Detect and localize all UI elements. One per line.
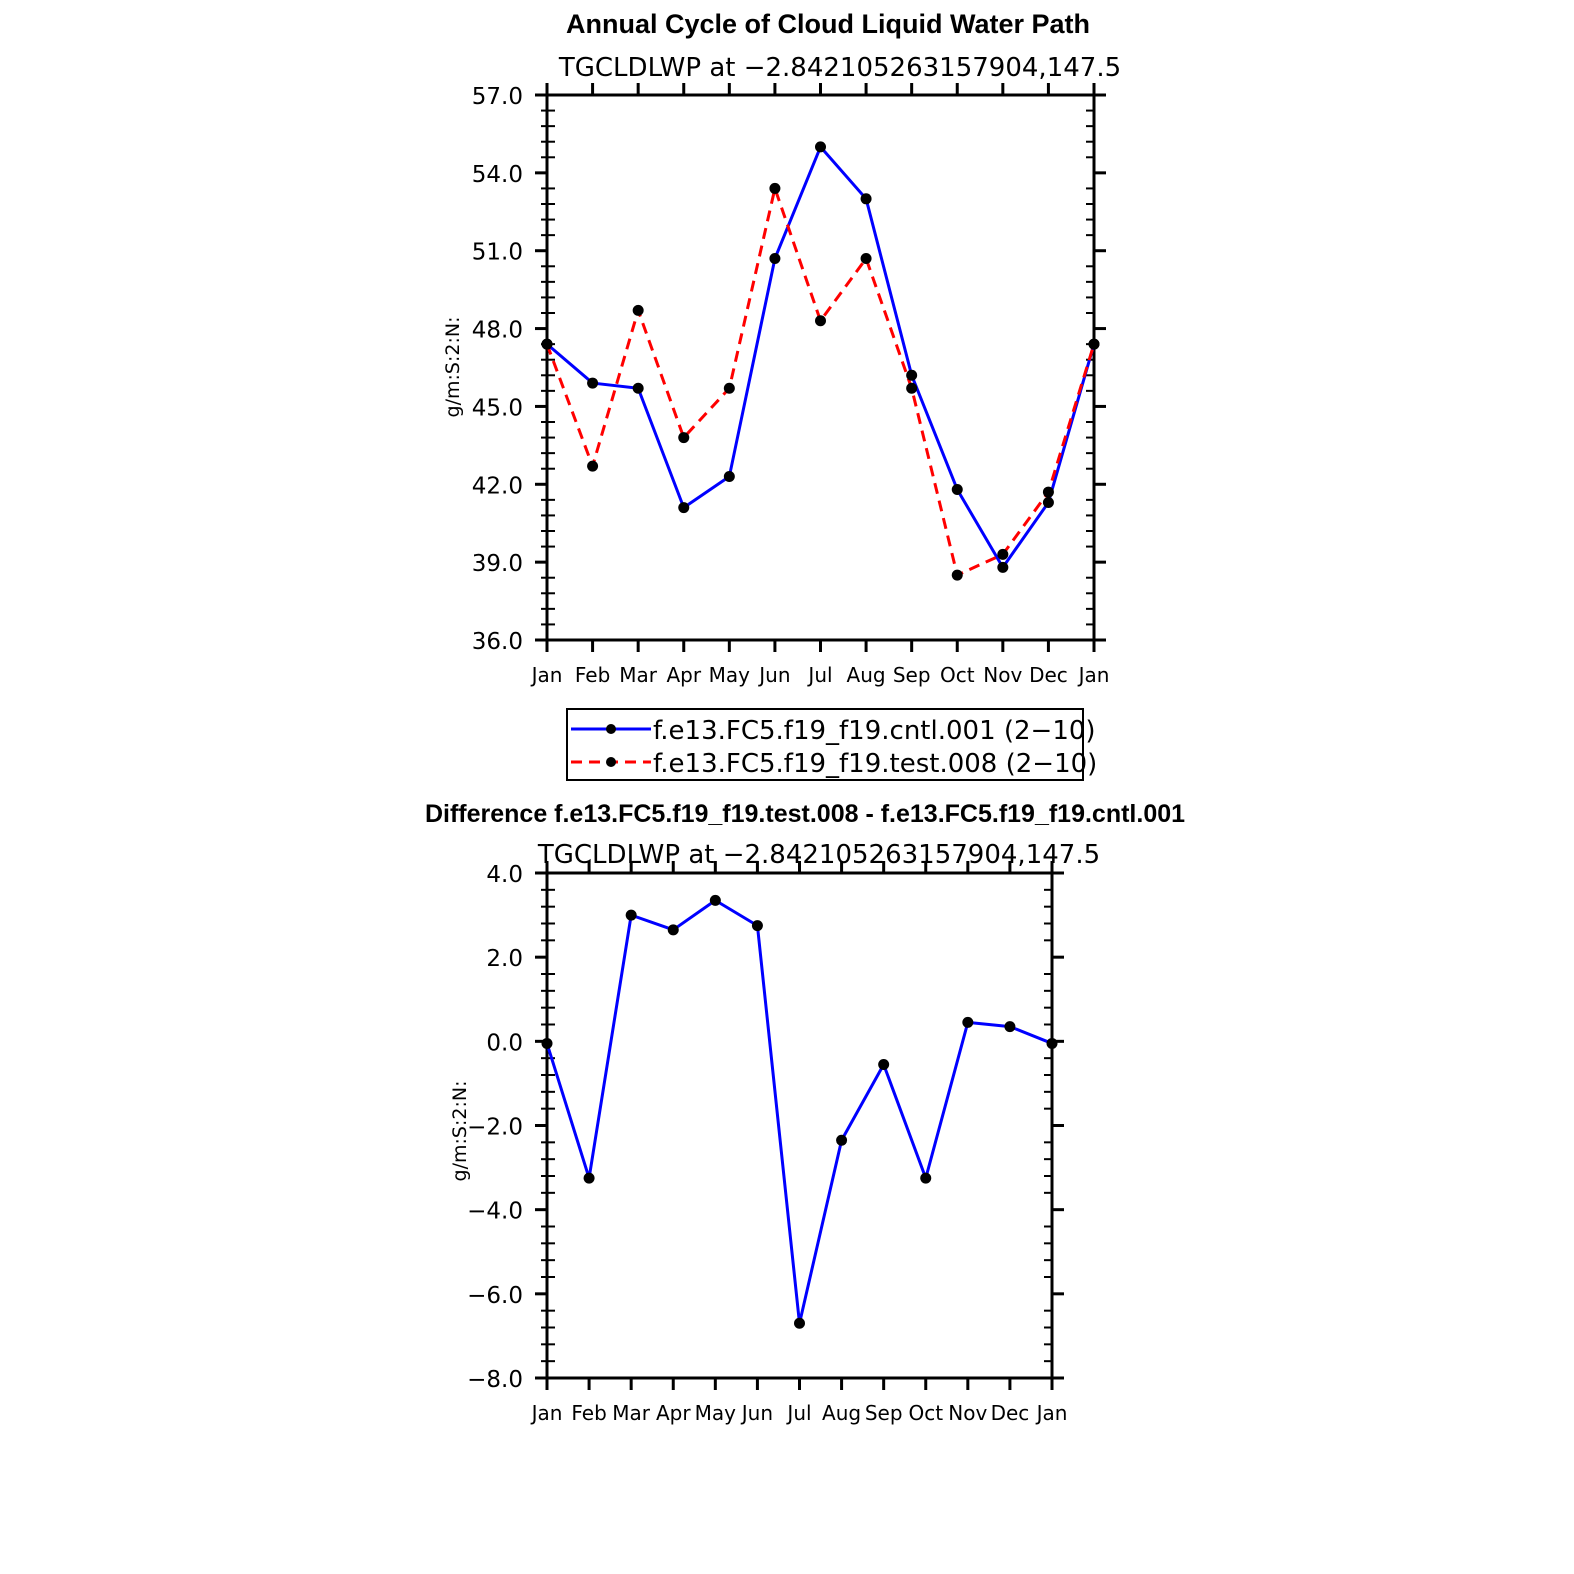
chart2-title: Difference f.e13.FC5.f19_f19.test.008 - … <box>425 800 1185 828</box>
chart1-series-2-point <box>1088 338 1100 350</box>
chart1-y-tick-label: 39.0 <box>472 551 523 577</box>
chart1-series-1-point <box>815 141 826 153</box>
chart2-series-1-point <box>667 924 679 936</box>
chart1-series-2-point <box>678 432 690 444</box>
chart1-series-2-point <box>906 382 918 394</box>
chart1-series-1-point <box>951 483 963 495</box>
chart2-series-1-line <box>545 898 1053 1325</box>
chart2-x-tick-label: Jan <box>530 1401 563 1425</box>
chart2-series-1-point <box>794 1317 805 1329</box>
chart2-x-tick-label: Nov <box>948 1401 987 1425</box>
chart2-x-tick-label: Jan <box>1035 1401 1068 1425</box>
chart1-series-2-line <box>545 186 1096 577</box>
chart2-series-1-point <box>709 894 721 906</box>
legend-label-test: f.e13.FC5.f19_f19.test.008 (2−10) <box>653 749 1097 779</box>
chart1-series-1-point <box>723 471 735 482</box>
chart1-y-tick-label: 45.0 <box>472 395 523 421</box>
chart2-x-tick-label: Aug <box>822 1401 861 1425</box>
chart2-y-tick-label: 2.0 <box>486 946 523 972</box>
chart2-x-tick-label: Dec <box>991 1401 1030 1425</box>
chart1-x-tick-label: Jul <box>806 663 832 687</box>
chart1-x-tick-label: Nov <box>983 663 1022 687</box>
chart1-series-1-point <box>906 369 918 381</box>
chart1-plot: Jan Feb Mar Apr May Jun Jul Aug Sep Oct Nov Dec Jan 3… <box>472 83 1110 687</box>
chart1-x-tick-label: Feb <box>575 663 610 687</box>
chart1-series-2-point <box>1042 486 1054 498</box>
chart2-x-tick-label: Mar <box>612 1401 651 1425</box>
chart1-series-2-point <box>769 182 781 194</box>
chart1-subtitle: TGCLDLWP at −2.842105263157904,147.5 <box>558 53 1121 83</box>
chart2-y-tick-label: −4.0 <box>467 1199 523 1225</box>
chart2-series-1-point <box>1046 1037 1058 1049</box>
chart1-x-tick-label: Oct <box>940 663 975 687</box>
chart2-y-tick-label: −2.0 <box>467 1115 523 1141</box>
chart1-title: Annual Cycle of Cloud Liquid Water Path <box>566 9 1090 39</box>
chart2-subtitle: TGCLDLWP at −2.842105263157904,147.5 <box>537 840 1100 870</box>
chart1-x-tick-label: Sep <box>893 663 931 687</box>
chart1-x-tick-label: Aug <box>847 663 886 687</box>
chart1-series-1-line <box>546 145 1096 569</box>
chart1-series-1-point <box>678 502 690 514</box>
chart2-y-tick-label: 0.0 <box>486 1030 523 1056</box>
chart1-series-2-point <box>997 548 1009 560</box>
chart1-series-2-point <box>632 304 644 316</box>
chart1-plot-frame <box>545 93 1096 642</box>
chart1-x-tick-label: Jan <box>1077 663 1110 687</box>
chart1-series-2-point <box>860 253 872 264</box>
chart1-y-tick-label: 36.0 <box>472 629 523 655</box>
chart2-y-tick-label: −6.0 <box>467 1283 523 1309</box>
legend-frame <box>566 708 1084 781</box>
chart1-series-2-point <box>723 382 735 394</box>
legend-marker-test <box>606 757 616 767</box>
chart1-series-2-point <box>951 569 963 581</box>
legend-label-control: f.e13.FC5.f19_f19.cntl.001 (2−10) <box>653 716 1096 746</box>
chart2-series-1-point <box>962 1016 974 1028</box>
chart2-x-tick-label: Jul <box>785 1401 811 1425</box>
chart2-y-axis-label: g/m:S:2:N: <box>449 1081 471 1182</box>
chart1-series-1-point <box>769 253 781 264</box>
chart2-series-1-point <box>751 920 763 932</box>
chart2-y-tick-label: −8.0 <box>467 1367 523 1393</box>
chart1-series-2-point <box>815 315 826 327</box>
chart1-y-tick-label: 51.0 <box>472 240 523 266</box>
chart1-x-tick-label: Mar <box>619 663 658 687</box>
chart1-series-1-point <box>632 382 644 394</box>
chart1-x-tick-label: Dec <box>1029 663 1068 687</box>
legend-marker-control <box>606 724 616 734</box>
chart2-series-1-point <box>625 909 637 921</box>
chart2-x-tick-label: Oct <box>908 1401 943 1425</box>
chart2-x-tick-label: Apr <box>656 1401 691 1425</box>
chart2-x-tick-label: Jun <box>740 1401 773 1425</box>
chart1-y-tick-label: 48.0 <box>472 318 523 344</box>
chart1-series-2-point <box>541 338 553 350</box>
chart2-series-1-point <box>1004 1021 1016 1033</box>
chart1-legend: f.e13.FC5.f19_f19.cntl.001 (2−10) f.e13.… <box>566 708 1097 781</box>
chart2-series-1-point <box>583 1172 595 1184</box>
chart2-x-tick-label: Feb <box>571 1401 606 1425</box>
chart1-x-tick-label: Apr <box>666 663 701 687</box>
chart2-x-tick-label: Sep <box>865 1401 903 1425</box>
chart2-plot-frame <box>545 871 1054 1380</box>
chart2-series-1-point <box>920 1172 932 1184</box>
chart1-y-tick-label: 42.0 <box>472 473 523 499</box>
chart1-y-tick-label: 54.0 <box>472 162 523 188</box>
chart1-series-1-point <box>1042 496 1054 508</box>
chart1-x-tick-label: May <box>709 663 751 687</box>
chart2-y-tick-label: 4.0 <box>486 862 523 888</box>
chart2-series-1-point <box>836 1134 848 1146</box>
chart2-series-1-point <box>541 1037 553 1049</box>
chart1-series-1-point <box>587 377 599 389</box>
chart1-series-1-point <box>860 193 872 205</box>
chart1-y-tick-label: 57.0 <box>472 84 523 110</box>
chart1-y-axis-label: g/m:S:2:N: <box>442 317 464 418</box>
chart1-x-tick-label: Jan <box>530 663 563 687</box>
chart2-plot: Jan Feb Mar Apr May Jun Jul Aug Sep Oct Nov Dec Jan−… <box>467 861 1067 1425</box>
chart1-series-2-point <box>587 460 599 472</box>
chart1-series-1-point <box>997 561 1009 573</box>
chart2-series-1-point <box>878 1058 890 1070</box>
chart1-x-tick-label: Jun <box>757 663 790 687</box>
chart2-x-tick-label: May <box>695 1401 737 1425</box>
